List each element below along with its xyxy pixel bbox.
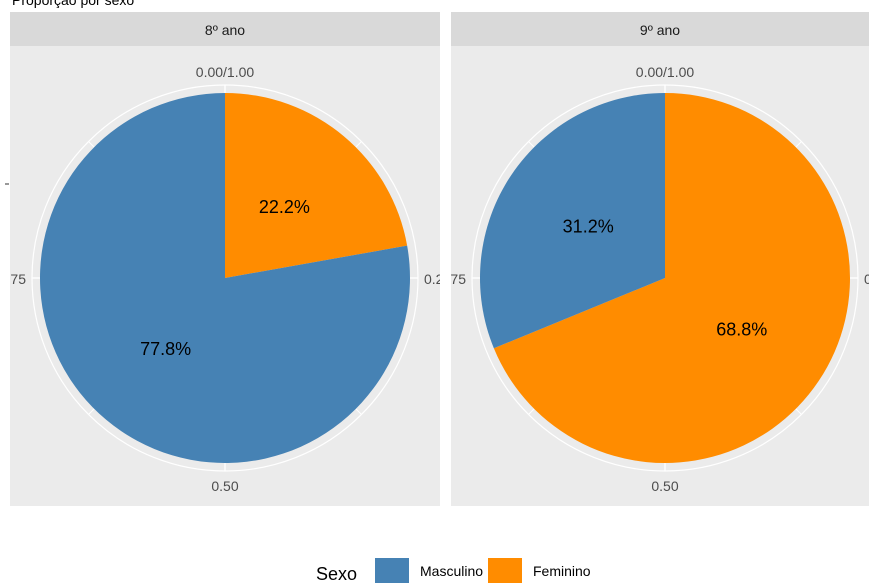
legend-item-label: Feminino: [533, 563, 591, 579]
facet-9-ano: 9º ano 68.8% 31.2% 0.00/1.00 0.25 0.50 0.75: [439, 12, 869, 506]
grid-spoke: [795, 141, 802, 148]
theta-tick-label-0-50: 0.50: [211, 478, 238, 494]
grid-spoke: [355, 408, 362, 415]
facet-strip-label: 9º ano: [640, 22, 680, 38]
facet-strip-label: 8º ano: [205, 22, 245, 38]
theta-tick-label-0-50: 0.50: [651, 478, 678, 494]
facet-strip: [10, 12, 440, 46]
panel-content: 68.8% 31.2% 0.00/1.00 0.25 0.50 0.75: [439, 64, 869, 494]
pie-slice-feminino: [493, 93, 850, 464]
legend-key: [375, 558, 409, 583]
facet-strip: [451, 12, 869, 46]
chart-title: Proporção por sexo: [12, 0, 134, 8]
grid-spoke: [88, 408, 95, 415]
legend-item-feminino[interactable]: Feminino: [488, 558, 591, 583]
legend: Sexo Masculino Feminino: [316, 558, 591, 584]
theta-tick-label-0-25: 0.25: [424, 271, 451, 287]
legend-item-label: Masculino: [420, 563, 483, 579]
theta-tick-label-0-75: 0.75: [439, 271, 466, 287]
legend-item-masculino[interactable]: Masculino: [375, 558, 483, 583]
data-label-feminino: 68.8%: [716, 320, 767, 340]
legend-title: Sexo: [316, 564, 357, 583]
grid-spoke: [88, 141, 95, 148]
legend-key: [488, 558, 522, 583]
theta-tick-label-0-00-1-00: 0.00/1.00: [636, 64, 695, 80]
pie-slice-masculino: [39, 93, 410, 463]
grid-spoke: [355, 141, 362, 148]
pie-slice-masculino: [479, 93, 665, 349]
panel-content: 22.2% 77.8% 0.00/1.00 0.25 0.50 0.75: [0, 64, 451, 494]
theta-tick-label-0-00-1-00: 0.00/1.00: [196, 64, 255, 80]
grid-spoke: [528, 141, 535, 148]
data-label-feminino: 22.2%: [259, 197, 310, 217]
theta-tick-label-0-25: 0.25: [864, 271, 869, 287]
grid-spoke: [795, 408, 802, 415]
data-label-masculino: 31.2%: [563, 217, 614, 237]
grid-spoke: [528, 408, 535, 415]
facet-8-ano: 8º ano 22.2% 77.8% 0.00/1.00 0.25 0.50 0.75: [0, 12, 451, 506]
data-label-masculino: 77.8%: [140, 339, 191, 359]
pie-slice-feminino: [225, 93, 408, 278]
theta-tick-label-0-75: 0.75: [0, 271, 26, 287]
